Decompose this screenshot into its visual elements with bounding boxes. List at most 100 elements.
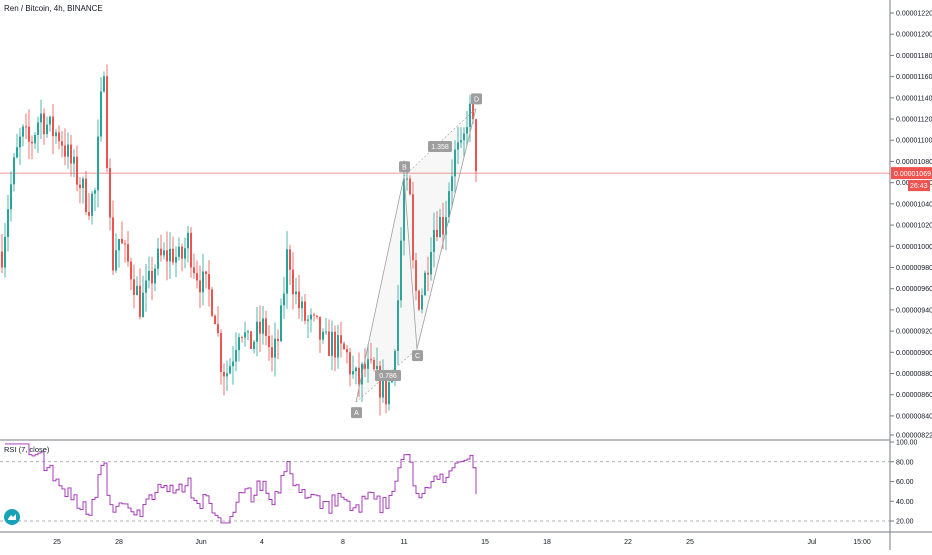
candle-body (208, 274, 210, 290)
candle (31, 135, 33, 160)
price-tick-label: 0.00001000 (896, 244, 932, 251)
candle-body (277, 338, 279, 342)
candle (454, 140, 456, 193)
candle (22, 124, 24, 147)
candle (451, 159, 453, 208)
candle-body (43, 113, 45, 135)
candle (289, 244, 291, 285)
candle-body (142, 292, 144, 317)
candle (466, 110, 468, 147)
candle (175, 246, 177, 278)
candle-body (382, 377, 384, 398)
candle-body (52, 116, 54, 137)
candle (148, 256, 150, 289)
candle-body (175, 256, 177, 263)
candle-body (151, 270, 153, 284)
candle-body (58, 132, 60, 142)
candle-body (85, 178, 87, 212)
candle-body (196, 273, 198, 281)
pattern-point-label: A (354, 410, 359, 417)
candle (49, 115, 51, 132)
candle (346, 344, 348, 364)
candle (433, 212, 435, 268)
candle (79, 177, 81, 204)
candle (34, 132, 36, 149)
candle-body (352, 371, 354, 375)
candle-body (376, 365, 378, 370)
candle (268, 325, 270, 361)
candle-body (298, 291, 300, 309)
price-tick-label: 0.00001120 (896, 117, 932, 124)
candle (172, 236, 174, 266)
rsi-line (5, 443, 477, 524)
candle (253, 340, 255, 354)
candle (85, 170, 87, 215)
candle (244, 321, 246, 347)
pattern-fill-bcd (404, 108, 476, 350)
candle-body (190, 232, 192, 268)
candle (295, 277, 297, 305)
candle-body (184, 248, 186, 259)
rsi-indicator-label[interactable]: RSI (7, close) (4, 445, 50, 454)
candle-body (49, 116, 51, 125)
time-axis-label: 25 (53, 539, 61, 546)
candle (58, 125, 60, 150)
candle-body (40, 113, 42, 123)
candle-body (271, 347, 273, 358)
candle-body (145, 280, 147, 293)
candle (37, 116, 39, 153)
candle-body (346, 349, 348, 353)
candle-body (37, 122, 39, 135)
candle-body (235, 350, 237, 362)
candle (40, 99, 42, 140)
price-tick-label: 0.00000840 (896, 413, 932, 420)
candle (187, 225, 189, 263)
candle-body (157, 248, 159, 269)
candle-body (406, 178, 408, 180)
candle-body (226, 373, 228, 377)
candle-body (103, 76, 105, 92)
candle-body (28, 126, 30, 142)
candle (7, 194, 9, 252)
candle (262, 305, 264, 345)
candle-body (67, 144, 69, 157)
price-tick-label: 0.00001020 (896, 223, 932, 230)
grid-lines (0, 172, 890, 522)
candle-body (322, 331, 324, 340)
time-axis-label: 25 (686, 539, 694, 546)
candle-body (256, 321, 258, 342)
candle (259, 305, 261, 353)
candle (145, 264, 147, 312)
candle-body (214, 315, 216, 325)
pattern-fill-abc (356, 176, 417, 403)
candle-body (394, 350, 396, 375)
time-axis-label: 11 (400, 539, 407, 546)
candle-body (301, 301, 303, 309)
candle (196, 260, 198, 289)
candle (448, 182, 450, 223)
candle-body (232, 361, 234, 367)
candle-body (460, 140, 462, 143)
candle-body (10, 184, 12, 210)
candlestick-series (1, 64, 477, 416)
candle-body (79, 184, 81, 189)
candle (10, 171, 12, 222)
candle-body (427, 272, 429, 275)
candle-body (7, 209, 9, 237)
candle-body (451, 176, 453, 192)
candle-body (292, 269, 294, 295)
candle (301, 296, 303, 322)
price-tick-label: 0.00001080 (896, 159, 932, 166)
pattern-point-badge (471, 93, 482, 105)
candle (436, 210, 438, 241)
price-tick-label: 0.00000980 (896, 265, 932, 272)
candle-body (385, 377, 387, 405)
candle (280, 298, 282, 343)
candle (43, 108, 45, 145)
candle (220, 329, 222, 385)
candle (331, 320, 333, 371)
candle (310, 308, 312, 333)
tradingview-logo-icon[interactable] (4, 509, 20, 525)
